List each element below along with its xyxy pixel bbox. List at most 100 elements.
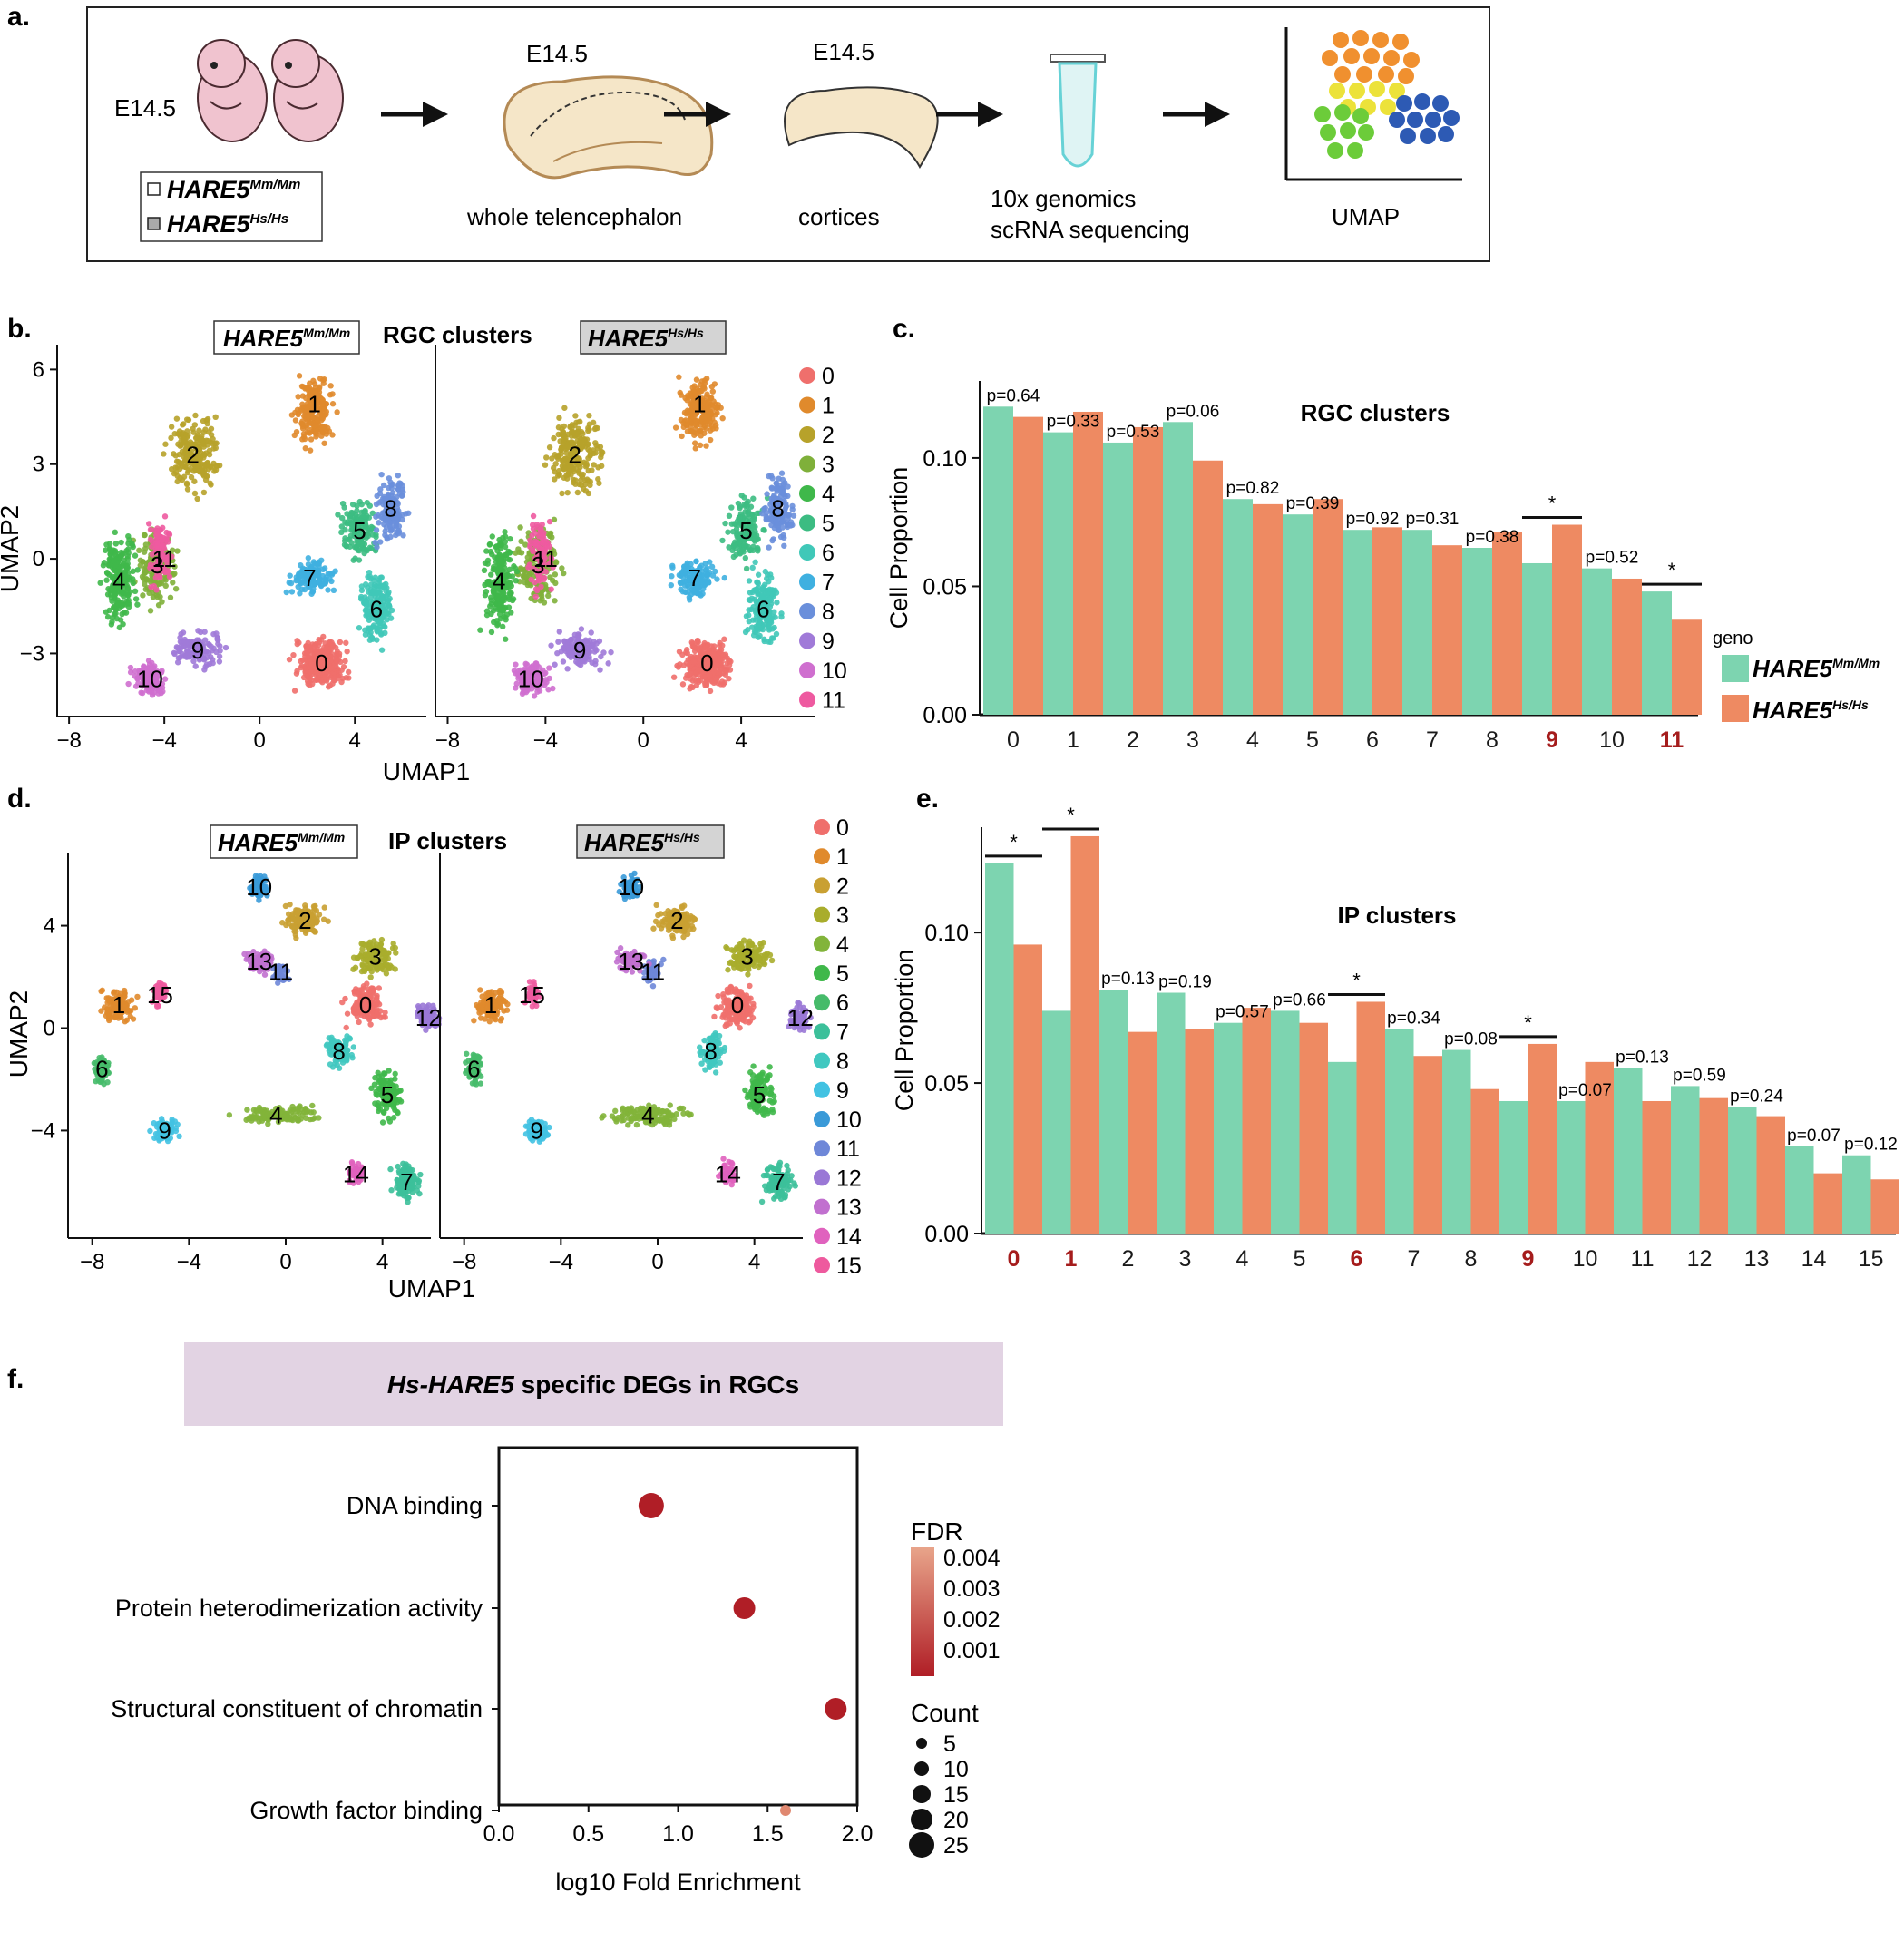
cluster-label: 9 — [191, 637, 204, 664]
cluster-legend-label: 2 — [822, 423, 835, 448]
umap-cell-point — [574, 489, 581, 496]
umap-cell-point — [766, 586, 773, 592]
umap-cell-point — [766, 544, 772, 551]
umap-cell-point — [766, 579, 772, 585]
umap-cell-point — [170, 580, 176, 586]
cluster-label: 9 — [573, 637, 586, 664]
umap-cell-point — [699, 590, 706, 597]
umap-cell-point — [381, 607, 387, 613]
umap-cell-point — [367, 974, 374, 980]
umap-cell-point — [130, 568, 136, 574]
umap-cell-point — [294, 638, 300, 644]
umap-cell-point — [388, 485, 395, 492]
umap-cell-point — [104, 570, 111, 577]
umap-schematic-dot — [1343, 48, 1360, 64]
umap-cell-point — [105, 995, 112, 1001]
umap-cell-point — [190, 429, 197, 435]
umap-cell-point — [533, 587, 541, 594]
cluster-label: 2 — [568, 441, 581, 468]
umap-cell-point — [323, 574, 329, 580]
umap-cell-point — [368, 545, 375, 551]
umap-cell-point — [175, 655, 181, 661]
umap-cell-point — [279, 920, 286, 926]
umap-cell-point — [586, 412, 592, 419]
umap-cell-point — [723, 668, 729, 675]
x-tick-label: −4 — [151, 728, 176, 753]
umap-cell-point — [381, 583, 387, 590]
umap-cell-point — [718, 678, 726, 685]
umap-cell-point — [496, 555, 503, 561]
panel-b-genotype-hs-box — [580, 320, 727, 355]
umap-cell-point — [697, 442, 704, 449]
p-value-annotation: p=0.33 — [1047, 413, 1100, 432]
umap-cell-point — [217, 643, 223, 649]
umap-cell-point — [329, 642, 337, 649]
umap-cell-point — [559, 490, 565, 497]
umap-cell-point — [315, 674, 321, 680]
umap-cell-point — [283, 589, 290, 596]
umap-cell-point — [387, 533, 394, 541]
umap-cell-point — [358, 528, 365, 534]
umap-cell-point — [572, 477, 579, 483]
umap-cell-point — [161, 513, 169, 520]
umap-cell-point — [125, 546, 132, 552]
umap-cell-point — [747, 503, 755, 510]
umap-cell-point — [155, 601, 162, 609]
umap-cell-point — [147, 526, 154, 533]
umap-cell-point — [314, 669, 320, 677]
x-tick-label: −4 — [177, 1250, 201, 1274]
bar-hs — [1193, 460, 1223, 715]
umap-cell-point — [136, 547, 142, 554]
umap-cell-point — [375, 613, 382, 620]
umap-cell-point — [724, 659, 731, 667]
umap-cell-point — [325, 918, 331, 924]
umap-cell-point — [116, 576, 122, 583]
umap-cell-point — [592, 450, 599, 456]
umap-cell-point — [327, 383, 334, 389]
umap-cell-point — [781, 542, 787, 549]
sequencing-caption-2: scRNA sequencing — [991, 216, 1190, 243]
umap-cell-point — [708, 384, 716, 390]
umap-cell-point — [561, 405, 568, 411]
umap-cell-point — [311, 405, 318, 411]
umap-cell-point — [670, 674, 678, 680]
umap-cell-point — [147, 608, 154, 614]
umap-cell-point — [103, 541, 110, 548]
umap-cell-point — [345, 668, 352, 676]
x-tick-label: 0 — [279, 1250, 291, 1274]
umap-cell-point — [172, 585, 180, 592]
umap-cell-point — [501, 561, 507, 567]
umap-cell-point — [688, 639, 695, 646]
umap-cell-point — [154, 594, 161, 600]
umap-cell-point — [552, 598, 558, 604]
umap-schematic-dot — [1322, 50, 1338, 66]
umap-cell-point — [586, 656, 592, 663]
umap-cell-point — [342, 995, 348, 1002]
umap-cell-point — [366, 625, 373, 632]
umap-cell-point — [722, 520, 728, 527]
umap-cell-point — [689, 678, 697, 684]
umap-schematic-dot — [1389, 112, 1405, 128]
umap-cell-point — [180, 629, 187, 636]
umap-cell-point — [789, 506, 796, 512]
umap-cell-point — [785, 483, 791, 490]
umap-cell-point — [702, 682, 708, 688]
umap-cell-point — [785, 493, 791, 500]
embryo-icon — [197, 39, 344, 142]
umap-schematic-dot — [1369, 81, 1385, 97]
umap-cell-point — [546, 665, 552, 671]
sequencing-caption-1: 10x genomics — [991, 185, 1136, 212]
umap-cell-point — [226, 1112, 233, 1118]
umap-cell-point — [530, 512, 537, 520]
umap-cell-point — [525, 564, 532, 571]
umap-cell-point — [716, 649, 723, 656]
umap-cell-point — [378, 471, 385, 478]
umap-cell-point — [542, 462, 549, 468]
bar-hs — [1133, 426, 1163, 715]
telencephalon-icon — [503, 75, 714, 180]
umap-cell-point — [477, 627, 483, 633]
umap-cell-point — [597, 667, 603, 673]
